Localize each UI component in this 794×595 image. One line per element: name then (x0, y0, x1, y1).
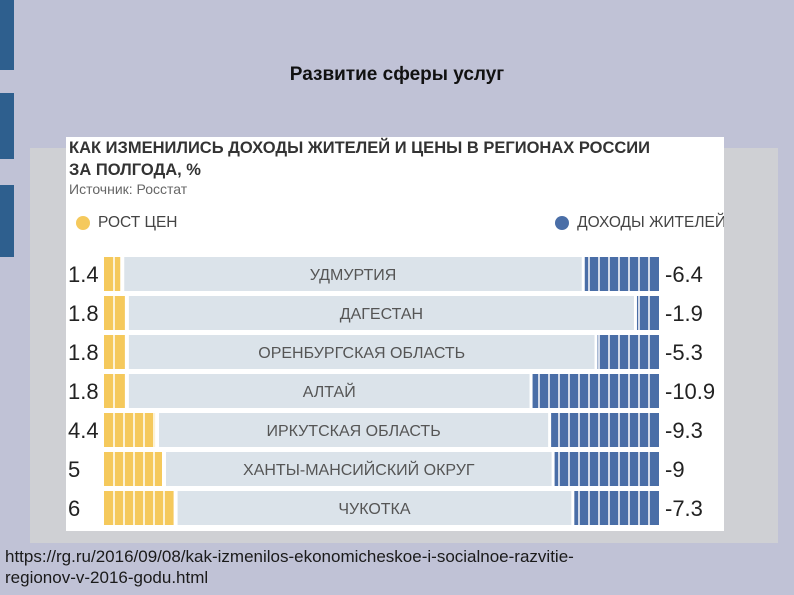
price-value-label: 4.4 (68, 418, 99, 443)
region-label: ХАНТЫ-МАНСИЙСКИЙ ОКРУГ (243, 460, 475, 479)
source-url-line2[interactable]: regionov-v-2016-godu.html (5, 568, 209, 587)
region-label: ОРЕНБУРГСКАЯ ОБЛАСТЬ (258, 345, 465, 362)
label-band (128, 296, 634, 330)
income-value-label: -9.3 (665, 418, 703, 443)
slide-left-bar-3 (0, 185, 14, 257)
income-bar (532, 374, 659, 408)
price-value-label: 1.4 (68, 262, 99, 287)
income-value-label: -1.9 (665, 301, 703, 326)
region-label: ЧУКОТКА (338, 501, 411, 518)
income-bar (574, 491, 659, 525)
income-bar (636, 296, 659, 330)
chart-source: Источник: Росстат (69, 181, 188, 197)
label-band (128, 335, 595, 369)
price-value-label: 5 (68, 457, 80, 482)
price-bar (104, 413, 156, 447)
income-value-label: -10.9 (665, 379, 715, 404)
region-label: ДАГЕСТАН (340, 306, 423, 323)
chart-title: КАК ИЗМЕНИЛИСЬ ДОХОДЫ ЖИТЕЛЕЙ И ЦЕНЫ В Р… (69, 137, 650, 181)
source-url-line1[interactable]: https://rg.ru/2016/09/08/kak-izmenilos-e… (5, 547, 574, 566)
slide-title: Развитие сферы услуг (289, 64, 505, 85)
label-band (177, 491, 572, 525)
price-bar (104, 257, 121, 291)
legend-income-label: ДОХОДЫ ЖИТЕЛЕЙ (577, 214, 724, 231)
region-label: АЛТАЙ (303, 382, 356, 401)
income-bar (551, 413, 659, 447)
income-bar (554, 452, 659, 486)
income-bar (584, 257, 659, 291)
legend-price-label: РОСТ ЦЕН (98, 214, 178, 231)
income-value-label: -6.4 (665, 262, 703, 287)
region-label: ИРКУТСКАЯ ОБЛАСТЬ (266, 423, 440, 440)
income-value-label: -7.3 (665, 496, 703, 521)
price-value-label: 6 (68, 496, 80, 521)
income-value-label: -9 (665, 457, 685, 482)
legend-income-dot (555, 216, 570, 230)
region-label: УДМУРТИЯ (310, 267, 397, 284)
legend-price-growth: РОСТ ЦЕН (76, 214, 178, 232)
chart-title-line1: КАК ИЗМЕНИЛИСЬ ДОХОДЫ ЖИТЕЛЕЙ И ЦЕНЫ В Р… (69, 139, 650, 157)
label-band (159, 413, 549, 447)
label-band (166, 452, 552, 486)
legend-income: ДОХОДЫ ЖИТЕЛЕЙ (555, 214, 724, 232)
infographic: КАК ИЗМЕНИЛИСЬ ДОХОДЫ ЖИТЕЛЕЙ И ЦЕНЫ В Р… (66, 137, 724, 531)
price-value-label: 1.8 (68, 301, 99, 326)
chart-title-line2: ЗА ПОЛГОДА, % (69, 161, 201, 179)
slide-left-bar-1 (0, 0, 14, 70)
chart-svg: 1.4 -6.4 УДМУРТИЯ 1.8 -1.9 ДАГЕСТАН 1.8 -5.3 ОРЕ… (68, 257, 715, 525)
slide-left-bar-2 (0, 93, 14, 159)
price-value-label: 1.8 (68, 340, 99, 365)
income-value-label: -5.3 (665, 340, 703, 365)
label-band (124, 257, 582, 291)
label-band (128, 374, 530, 408)
source-url[interactable]: https://rg.ru/2016/09/08/kak-izmenilos-e… (5, 546, 574, 588)
price-value-label: 1.8 (68, 379, 99, 404)
price-bar (104, 491, 174, 525)
legend-price-dot (76, 216, 90, 230)
